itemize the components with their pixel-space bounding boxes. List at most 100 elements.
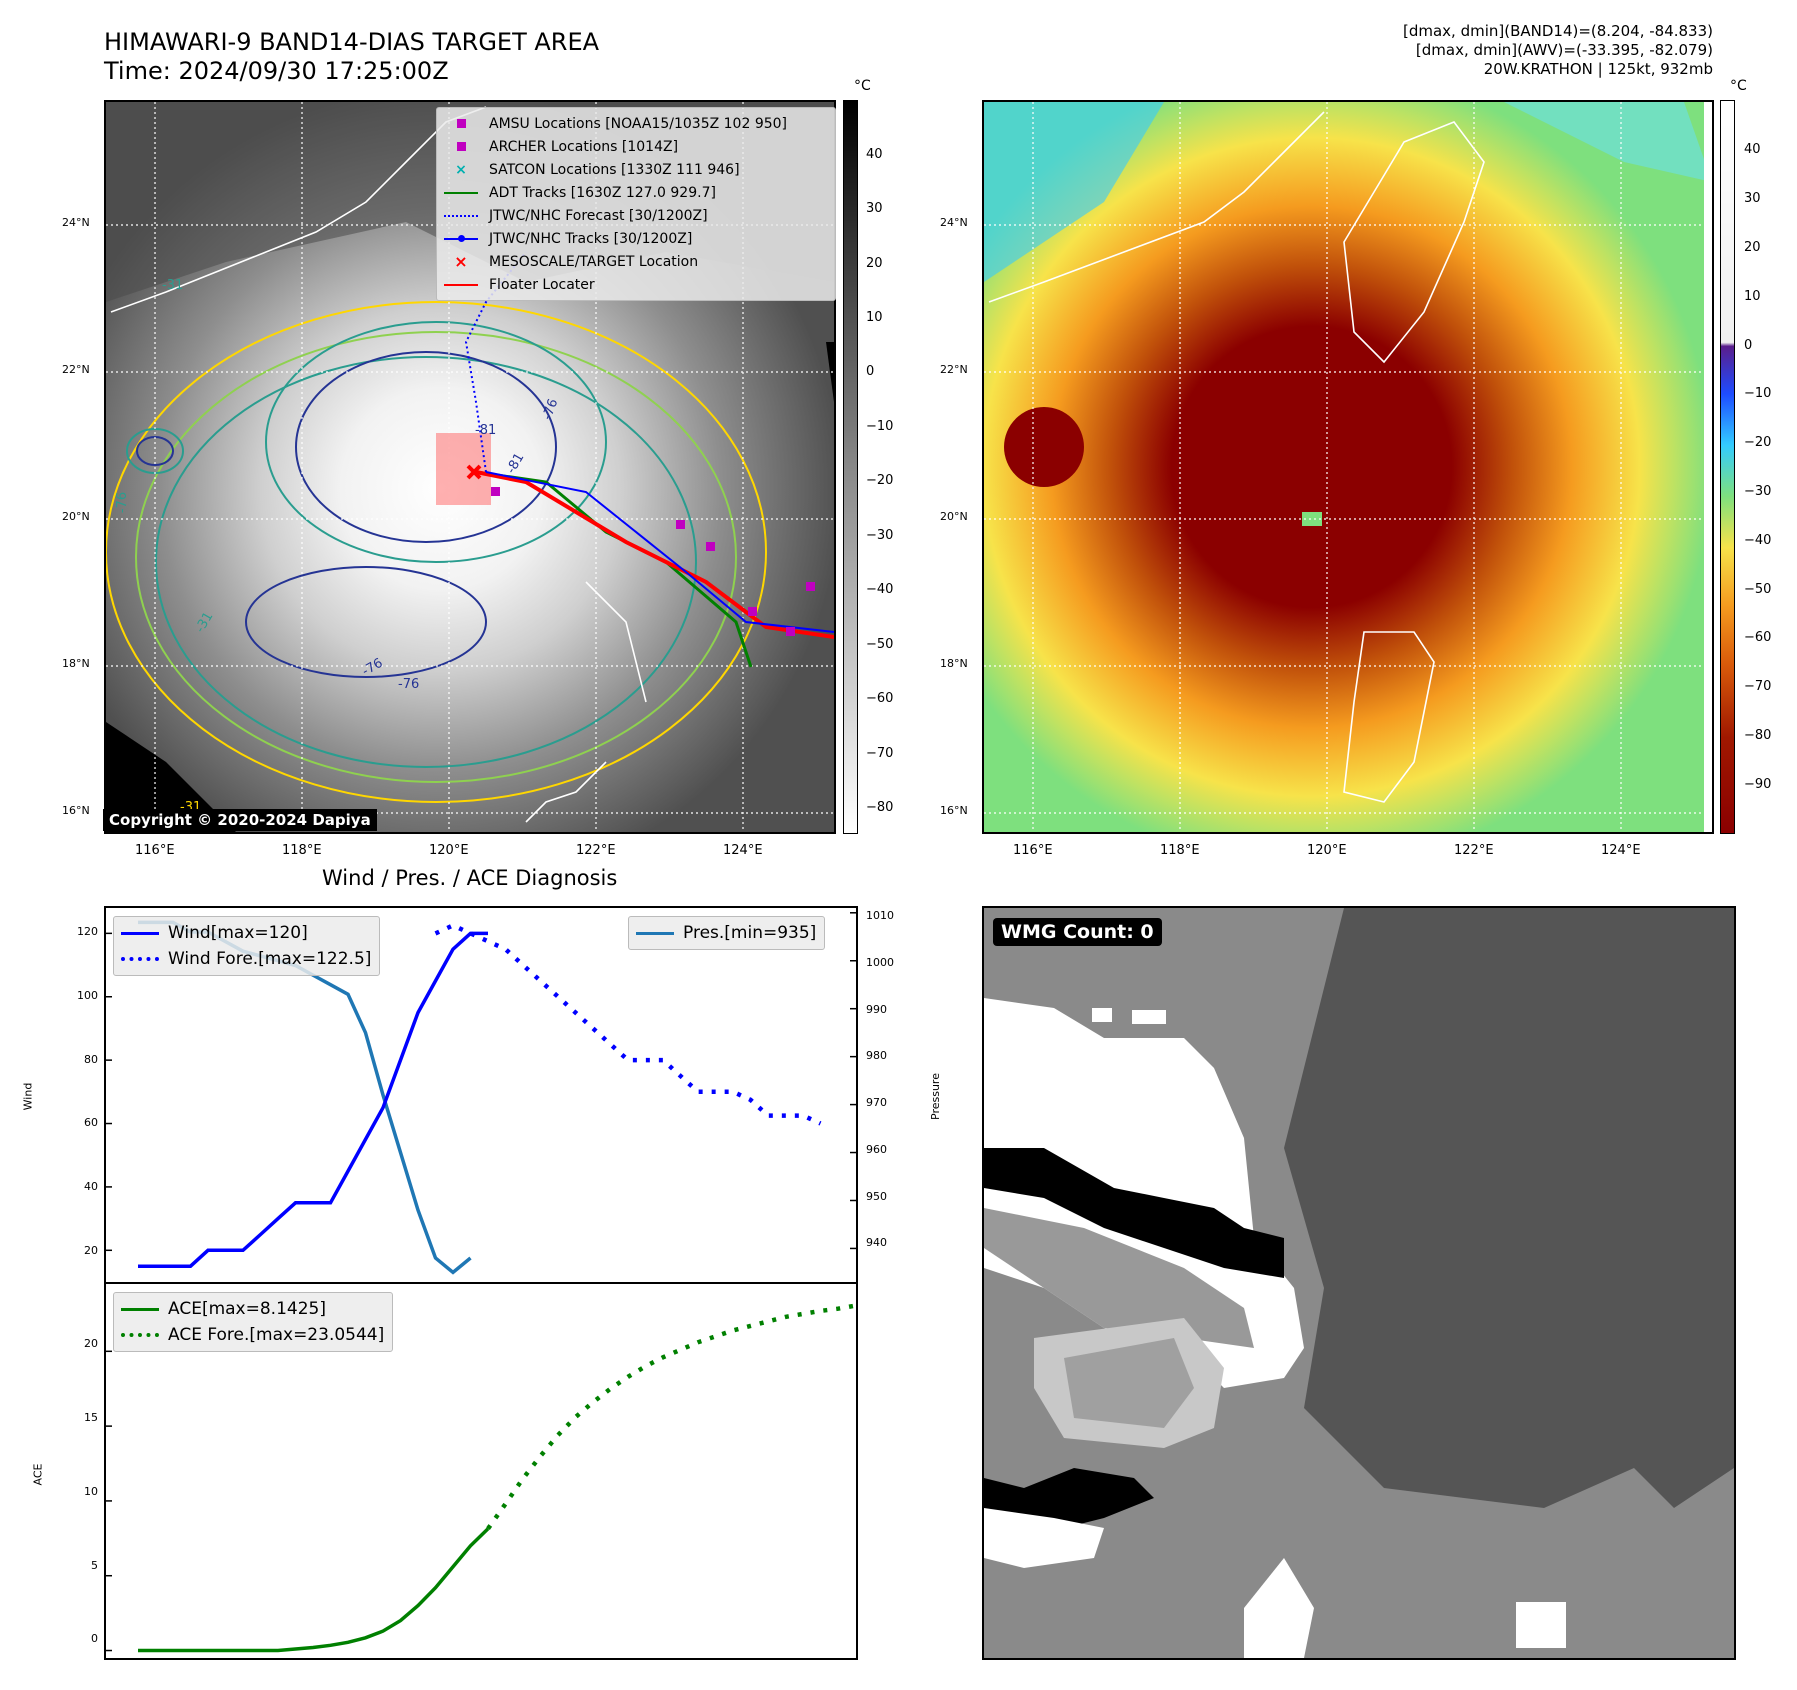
ir-colorbar-ticks: 40 30 20 10 0 −10 −20 −30 −40 −50 −60 −7… — [866, 100, 906, 834]
lat-tick: 24°N — [62, 216, 90, 229]
colorbar-tick: −60 — [866, 691, 894, 706]
wind-line — [138, 931, 488, 1268]
awv-map-image — [984, 102, 1712, 832]
legend-label: Wind Fore.[max=122.5] — [168, 949, 372, 969]
ace-tick: 0 — [91, 1632, 98, 1645]
colorbar-tick: −20 — [1744, 435, 1772, 450]
lon-tick: 124°E — [1601, 843, 1641, 858]
pressure-ticks: 1010 1000 990 980 970 960 950 940 — [866, 906, 926, 1284]
colorbar-tick: −30 — [1744, 484, 1772, 499]
legend-item: × SATCON Locations [1330Z 111 946] — [455, 161, 740, 178]
ace-line — [138, 1527, 490, 1653]
contour-label: -76 — [115, 491, 131, 514]
colorbar-tick: −90 — [1744, 777, 1772, 792]
ir-legend: AMSU Locations [NOAA15/1035Z 102 950] AR… — [436, 107, 836, 301]
colorbar-tick: −60 — [1744, 630, 1772, 645]
legend-item: Floater Locater — [441, 273, 831, 296]
colorbar-tick: −70 — [866, 746, 894, 761]
lon-tick: 122°E — [576, 843, 616, 858]
pressure-tick: 950 — [866, 1190, 887, 1203]
lon-tick: 118°E — [1160, 843, 1200, 858]
colorbar-tick: 10 — [1744, 289, 1761, 304]
legend-label: Wind[max=120] — [168, 923, 308, 943]
ace-tick: 20 — [84, 1337, 98, 1350]
wind-legend: Wind[max=120] Wind Fore.[max=122.5] — [113, 916, 381, 976]
wind-ticks: 120 100 80 60 40 20 — [40, 906, 100, 1284]
lat-tick: 18°N — [940, 657, 968, 670]
colorbar-tick: 40 — [1744, 142, 1761, 157]
colorbar-tick: 20 — [1744, 240, 1761, 255]
legend-label: MESOSCALE/TARGET Location — [489, 253, 699, 270]
wind-tick: 60 — [84, 1116, 98, 1129]
lon-tick: 120°E — [429, 843, 469, 858]
colorbar-tick: −80 — [866, 800, 894, 815]
colorbar-tick: −70 — [1744, 679, 1772, 694]
lat-tick: 22°N — [62, 363, 90, 376]
lat-tick: 24°N — [940, 216, 968, 229]
legend-label: ADT Tracks [1630Z 127.0 929.7] — [489, 184, 716, 201]
contour-label: -81 — [475, 423, 497, 438]
legend-label: JTWC/NHC Tracks [30/1200Z] — [489, 230, 693, 247]
pressure-tick: 940 — [866, 1236, 887, 1249]
wind-tick: 100 — [77, 989, 98, 1002]
wind-tick: 40 — [84, 1180, 98, 1193]
pressure-legend: Pres.[min=935] — [628, 916, 826, 950]
chart-title: HIMAWARI-9 BAND14-DIAS TARGET AREA Time:… — [104, 28, 599, 86]
lat-tick: 16°N — [62, 804, 90, 817]
ace-plot — [104, 1282, 858, 1660]
stats-band14: [dmax, dmin](BAND14)=(8.204, -84.833) — [1402, 22, 1713, 40]
awv-colorbar — [1720, 100, 1735, 834]
colorbar-tick: −30 — [866, 528, 894, 543]
colorbar-tick: 0 — [866, 364, 875, 379]
wind-axis-label: Wind — [21, 1082, 35, 1111]
pressure-tick: 960 — [866, 1143, 887, 1156]
legend-item: ACE[max=8.1425] — [120, 1296, 384, 1322]
legend-item: JTWC/NHC Forecast [30/1200Z] — [441, 204, 831, 227]
colorbar-tick: 30 — [866, 201, 883, 216]
wind-tick: 80 — [84, 1053, 98, 1066]
colorbar-tick: −10 — [1744, 386, 1772, 401]
legend-label: ACE Fore.[max=23.0544] — [168, 1325, 385, 1345]
lon-tick: 124°E — [723, 843, 763, 858]
colorbar-tick: −20 — [866, 473, 894, 488]
pressure-axis-label: Pressure — [928, 1073, 942, 1120]
ace-tick: 5 — [91, 1559, 98, 1572]
colorbar-tick: 20 — [866, 256, 883, 271]
contour-label: -76 — [398, 677, 420, 692]
legend-item: ARCHER Locations [1014Z] — [441, 135, 831, 158]
awv-colorbar-unit: °C — [1730, 78, 1747, 94]
legend-item: JTWC/NHC Tracks [30/1200Z] — [441, 227, 831, 250]
wind-tick: 20 — [84, 1244, 98, 1257]
lon-tick: 122°E — [1454, 843, 1494, 858]
lat-tick: 18°N — [62, 657, 90, 670]
lat-tick: 20°N — [940, 510, 968, 523]
wind-tick: 120 — [77, 925, 98, 938]
ace-tick: 10 — [84, 1485, 98, 1498]
lat-tick: 20°N — [62, 510, 90, 523]
colorbar-tick: −50 — [866, 637, 894, 652]
pressure-tick: 980 — [866, 1049, 887, 1062]
pressure-tick: 1000 — [866, 956, 894, 969]
colorbar-tick: −40 — [1744, 533, 1772, 548]
ace-svg — [106, 1303, 856, 1653]
legend-item: Wind Fore.[max=122.5] — [120, 946, 371, 972]
awv-colorbar-ticks: 40 30 20 10 0 −10 −20 −30 −40 −50 −60 −7… — [1744, 100, 1794, 834]
legend-label: AMSU Locations [NOAA15/1035Z 102 950] — [489, 115, 788, 132]
title-line1: HIMAWARI-9 BAND14-DIAS TARGET AREA — [104, 28, 600, 56]
lon-tick: 118°E — [282, 843, 322, 858]
lat-tick: 16°N — [940, 804, 968, 817]
contour-label: -31 — [162, 278, 184, 293]
ace-forecast-line — [486, 1303, 856, 1530]
pressure-tick: 990 — [866, 1003, 887, 1016]
diagnosis-title: Wind / Pres. / ACE Diagnosis — [322, 866, 618, 890]
stats-storm: 20W.KRATHON | 125kt, 932mb — [1483, 60, 1713, 78]
stats-block: [dmax, dmin](BAND14)=(8.204, -84.833) [d… — [1403, 22, 1713, 79]
pressure-tick: 970 — [866, 1096, 887, 1109]
lon-tick: 116°E — [1013, 843, 1053, 858]
wmg-count-badge: WMG Count: 0 — [993, 918, 1162, 946]
stats-awv: [dmax, dmin](AWV)=(-33.395, -82.079) — [1415, 41, 1713, 59]
colorbar-tick: 30 — [1744, 191, 1761, 206]
wmg-panel — [982, 906, 1736, 1660]
colorbar-tick: 0 — [1744, 338, 1753, 353]
colorbar-tick: 10 — [866, 310, 883, 325]
